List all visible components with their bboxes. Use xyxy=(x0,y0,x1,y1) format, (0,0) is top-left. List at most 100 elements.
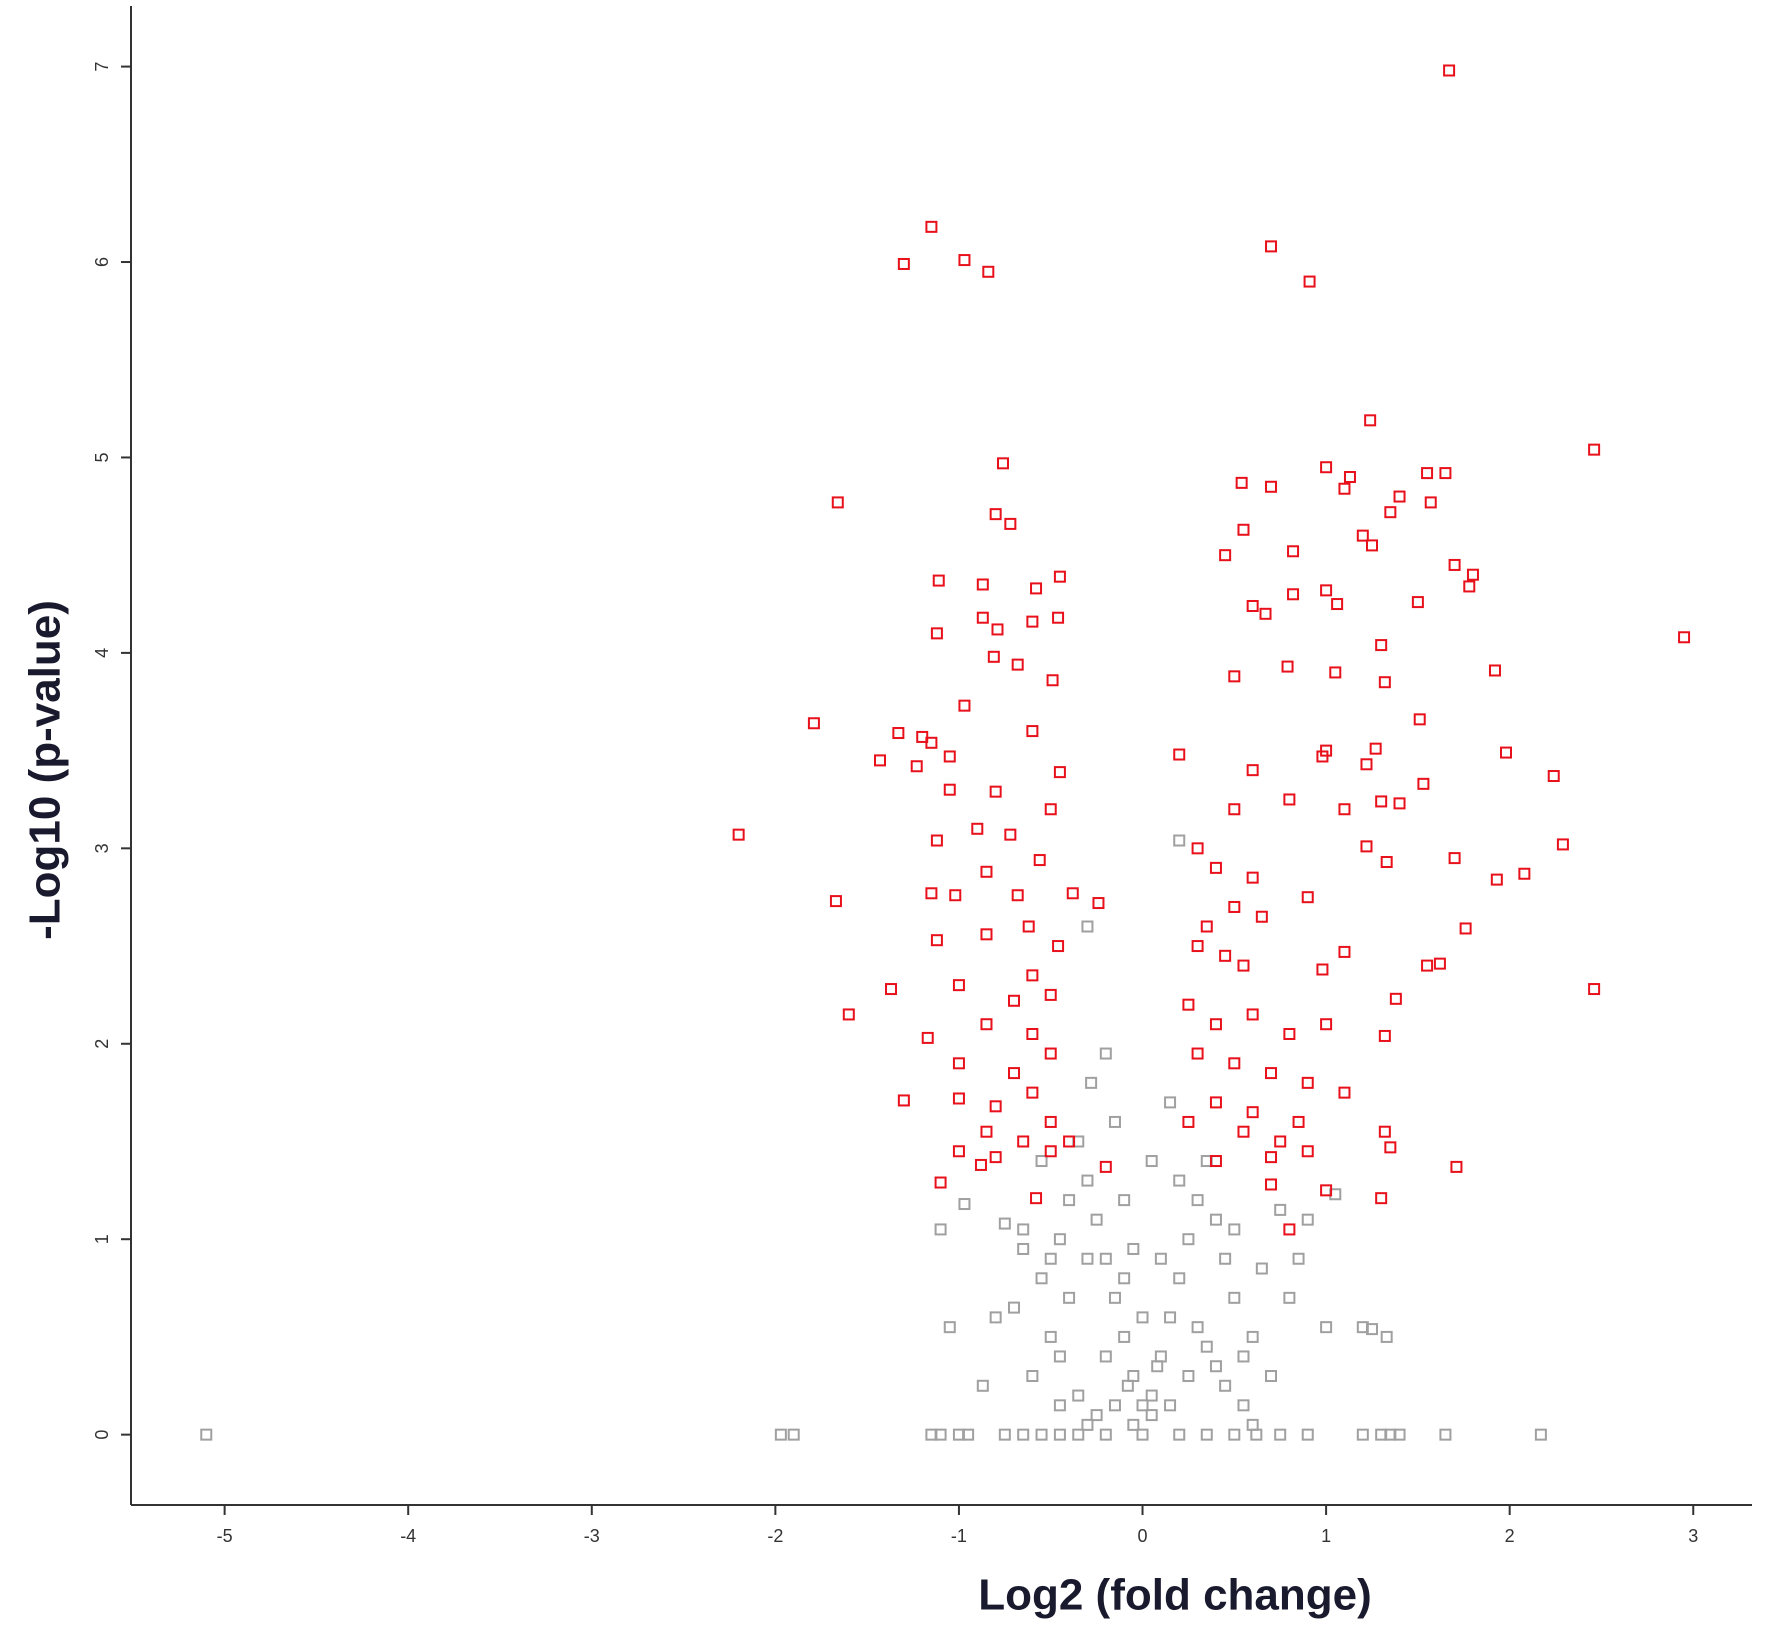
point xyxy=(1424,496,1437,509)
x-tick-label: 2 xyxy=(1505,1526,1515,1546)
point xyxy=(991,623,1004,636)
point xyxy=(925,220,938,233)
y-tick-label: 6 xyxy=(92,257,112,267)
point xyxy=(1030,1192,1043,1205)
point xyxy=(1364,414,1377,427)
point xyxy=(1338,1086,1351,1099)
point xyxy=(1052,940,1065,953)
point xyxy=(1209,1360,1222,1373)
point xyxy=(1053,1399,1066,1412)
point xyxy=(1384,506,1397,519)
point xyxy=(200,1428,213,1441)
point xyxy=(1255,910,1268,923)
point xyxy=(1378,676,1391,689)
point xyxy=(1044,803,1057,816)
point xyxy=(1265,1370,1278,1383)
point xyxy=(1127,1242,1140,1255)
point xyxy=(892,727,905,740)
point xyxy=(1026,969,1039,982)
point xyxy=(1053,1350,1066,1363)
point xyxy=(1121,1379,1134,1392)
point xyxy=(829,895,842,908)
point xyxy=(1246,1106,1259,1119)
point xyxy=(1053,766,1066,779)
point xyxy=(921,1031,934,1044)
point xyxy=(1265,480,1278,493)
point xyxy=(1329,666,1342,679)
point xyxy=(976,1379,989,1392)
point xyxy=(943,1321,956,1334)
point xyxy=(1219,1252,1232,1265)
point xyxy=(1283,1223,1296,1236)
point xyxy=(1450,1160,1463,1173)
point xyxy=(1090,1213,1103,1226)
point xyxy=(1274,1135,1287,1148)
point xyxy=(1145,1409,1158,1422)
point xyxy=(1389,992,1402,1005)
point xyxy=(1017,1135,1030,1148)
point xyxy=(1063,1135,1076,1148)
point xyxy=(1378,1029,1391,1042)
x-tick-label: -2 xyxy=(767,1526,783,1546)
point xyxy=(1439,1428,1452,1441)
point xyxy=(1127,1418,1140,1431)
point xyxy=(1338,803,1351,816)
point xyxy=(1433,957,1446,970)
point xyxy=(1092,897,1105,910)
point xyxy=(1035,1428,1048,1441)
point xyxy=(1316,963,1329,976)
y-tick-label: 0 xyxy=(92,1430,112,1440)
point xyxy=(1292,1115,1305,1128)
point xyxy=(1072,1389,1085,1402)
point xyxy=(732,828,745,841)
point xyxy=(1085,1076,1098,1089)
point xyxy=(958,699,971,712)
point xyxy=(1556,838,1569,851)
point xyxy=(1265,1151,1278,1164)
point xyxy=(1008,994,1021,1007)
point xyxy=(1164,1096,1177,1109)
point xyxy=(1265,1178,1278,1191)
point xyxy=(1421,959,1434,972)
point xyxy=(1081,920,1094,933)
point xyxy=(934,1428,947,1441)
point xyxy=(1547,770,1560,783)
point xyxy=(1463,580,1476,593)
point xyxy=(1320,461,1333,474)
point xyxy=(1338,945,1351,958)
point xyxy=(1378,1125,1391,1138)
point xyxy=(1246,1418,1259,1431)
point xyxy=(1448,558,1461,571)
point xyxy=(1145,1389,1158,1402)
point xyxy=(980,1125,993,1138)
point xyxy=(934,1223,947,1236)
point xyxy=(958,1198,971,1211)
y-tick-label: 2 xyxy=(92,1039,112,1049)
point xyxy=(925,887,938,900)
point xyxy=(1219,1379,1232,1392)
point xyxy=(1518,867,1531,880)
point xyxy=(1237,1350,1250,1363)
y-tick-label: 5 xyxy=(92,452,112,462)
point xyxy=(1004,517,1017,530)
point xyxy=(1287,545,1300,558)
point xyxy=(1303,275,1316,288)
point xyxy=(1246,764,1259,777)
point xyxy=(1331,598,1344,611)
point xyxy=(1164,1311,1177,1324)
point xyxy=(976,611,989,624)
point xyxy=(1343,471,1356,484)
point xyxy=(1281,660,1294,673)
x-tick-label: 0 xyxy=(1138,1526,1148,1546)
point xyxy=(1173,1428,1186,1441)
point xyxy=(1274,1203,1287,1216)
point xyxy=(1259,607,1272,620)
point xyxy=(1413,713,1426,726)
point xyxy=(1320,584,1333,597)
point xyxy=(989,1151,1002,1164)
point xyxy=(1411,596,1424,609)
point xyxy=(998,1428,1011,1441)
point xyxy=(1316,750,1329,763)
y-tick-label: 3 xyxy=(92,843,112,853)
